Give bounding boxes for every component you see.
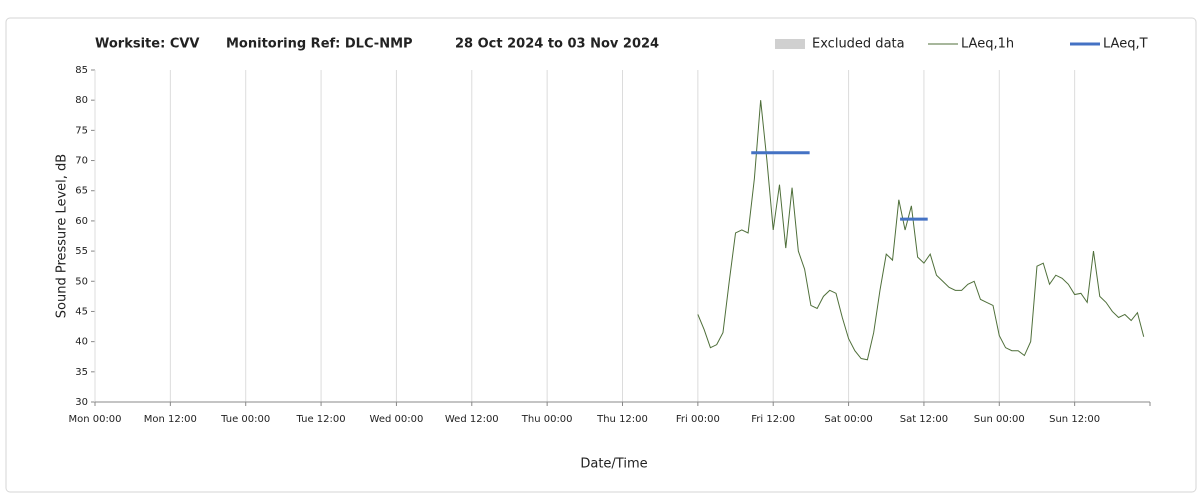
y-tick-label: 55 — [75, 246, 88, 257]
legend-label: Excluded data — [812, 37, 905, 52]
x-tick-label: Sun 00:00 — [974, 414, 1025, 425]
x-tick-label: Tue 12:00 — [296, 414, 346, 425]
worksite: Worksite: CVV — [95, 37, 199, 52]
x-tick-label: Thu 12:00 — [596, 414, 648, 425]
x-tick-label: Mon 00:00 — [68, 414, 121, 425]
x-tick-label: Wed 00:00 — [370, 414, 424, 425]
series-line — [751, 151, 928, 221]
y-tick-label: 45 — [75, 306, 88, 317]
y-tick-label: 80 — [75, 95, 88, 106]
y-tick-label: 65 — [75, 186, 88, 197]
legend-label: LAeq,1h — [961, 37, 1014, 52]
monitoring-ref: Monitoring Ref: DLC-NMP — [226, 37, 413, 52]
y-tick-label: 75 — [75, 125, 88, 136]
x-tick-label: Mon 12:00 — [144, 414, 197, 425]
x-tick-label: Fri 12:00 — [751, 414, 795, 425]
chart-frame — [5, 17, 1197, 493]
y-tick-label: 35 — [75, 367, 88, 378]
legend-swatch — [775, 39, 805, 49]
x-tick-label: Sun 12:00 — [1049, 414, 1100, 425]
x-tick-label: Tue 00:00 — [220, 414, 270, 425]
period: 28 Oct 2024 to 03 Nov 2024 — [455, 37, 659, 52]
x-axis-title: Date/Time — [580, 457, 647, 472]
y-tick-label: 70 — [75, 156, 88, 167]
x-tick-label: Thu 00:00 — [521, 414, 573, 425]
y-tick-label: 85 — [75, 65, 88, 76]
y-axis-title: Sound Pressure Level, dB — [55, 154, 70, 318]
x-tick-label: Sat 00:00 — [824, 414, 872, 425]
series-line — [697, 100, 1145, 361]
x-tick-label: Wed 12:00 — [445, 414, 499, 425]
legend-label: LAeq,T — [1103, 37, 1148, 52]
x-tick-label: Fri 00:00 — [676, 414, 720, 425]
x-tick-label: Sat 12:00 — [900, 414, 948, 425]
y-tick-label: 50 — [75, 276, 88, 287]
y-tick-label: 30 — [75, 397, 88, 408]
y-tick-label: 60 — [75, 216, 88, 227]
y-tick-label: 40 — [75, 337, 88, 348]
